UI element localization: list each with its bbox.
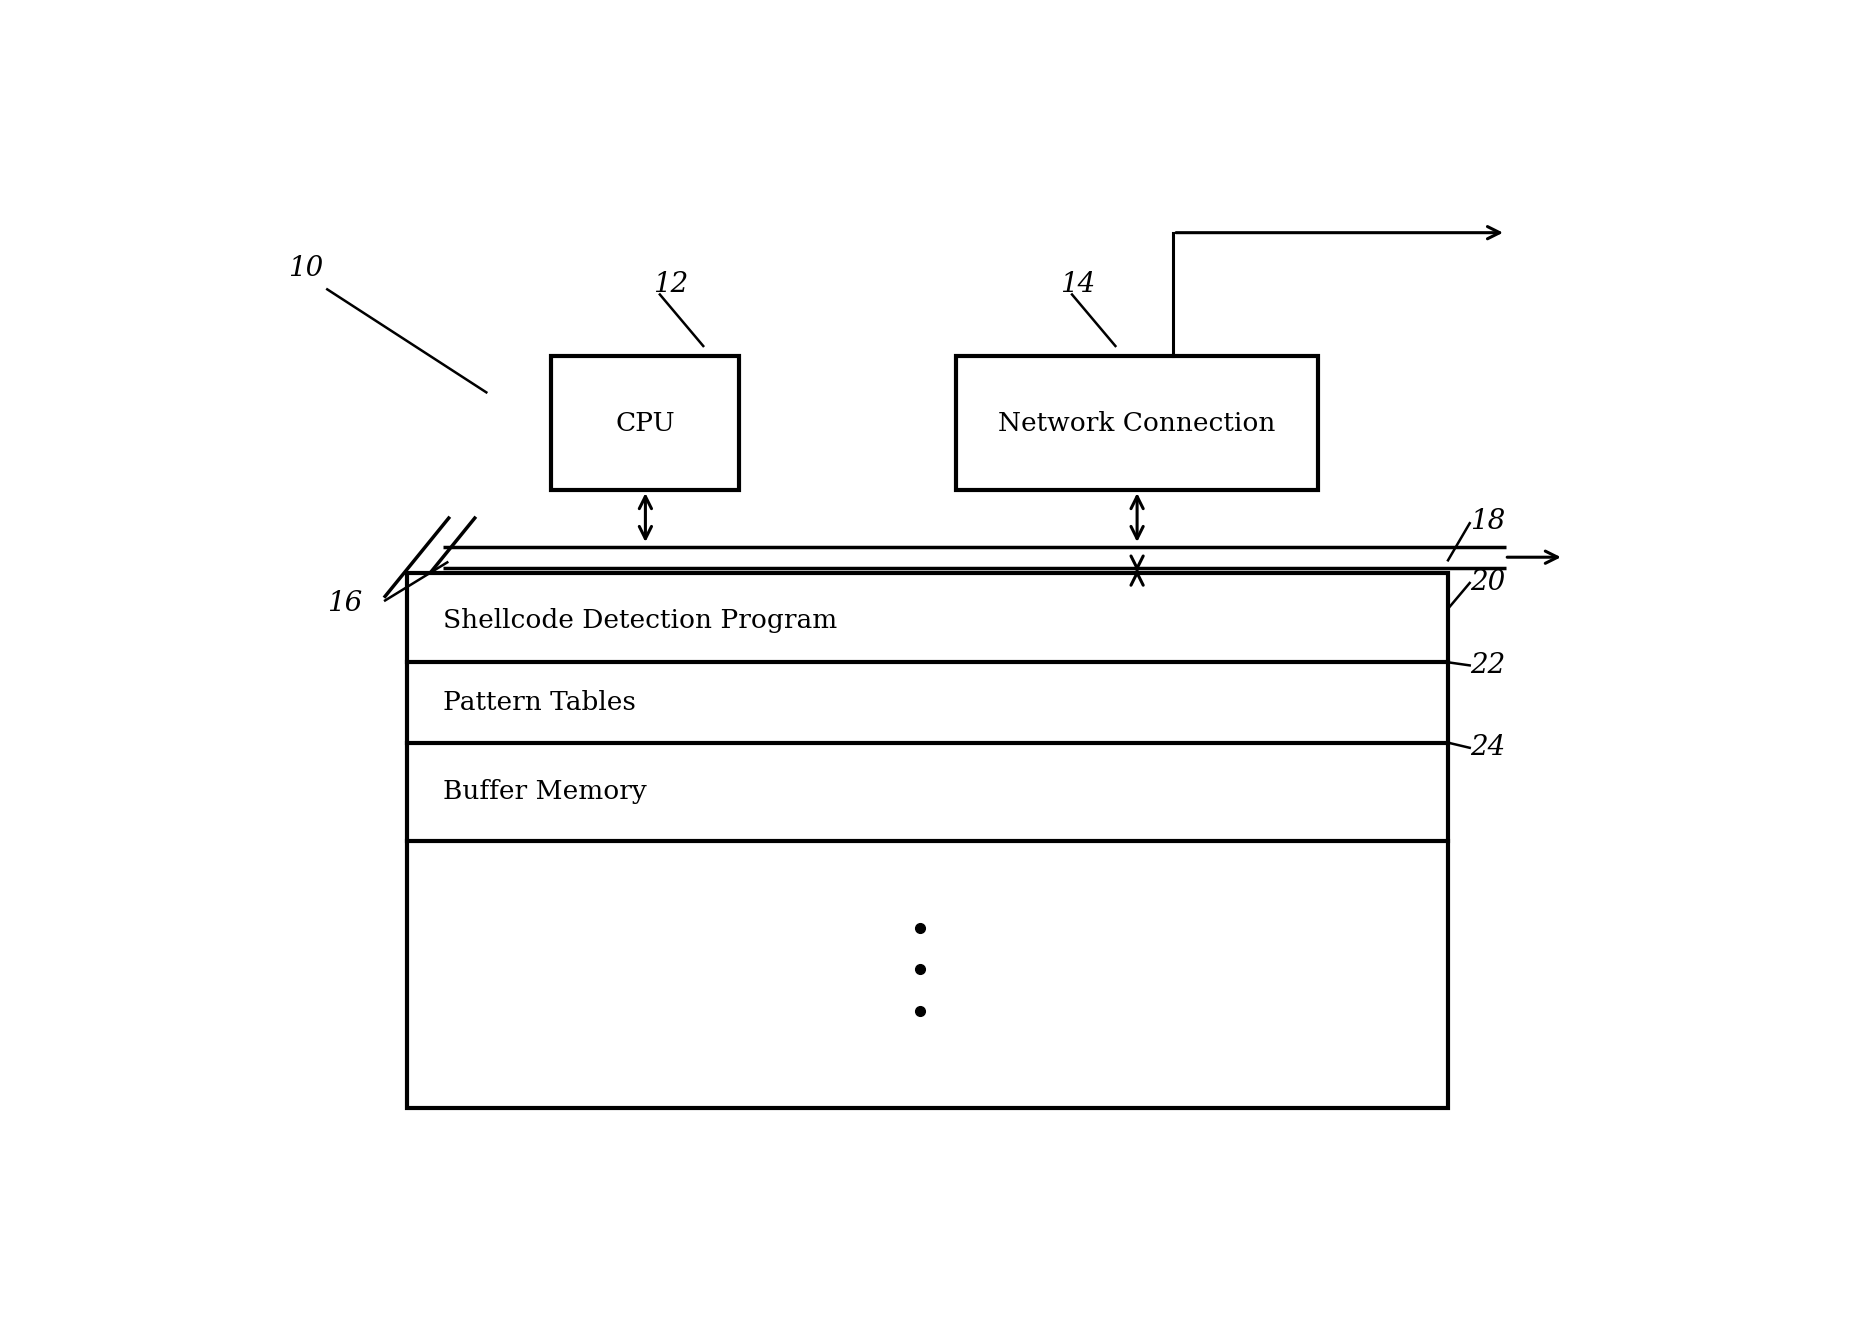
Text: Network Connection: Network Connection (998, 411, 1276, 436)
Text: 16: 16 (327, 590, 362, 617)
Text: 24: 24 (1470, 735, 1506, 761)
Bar (957, 356, 1317, 490)
Text: 12: 12 (653, 270, 689, 297)
Text: 22: 22 (1470, 652, 1506, 678)
Text: CPU: CPU (616, 411, 675, 436)
Text: 14: 14 (1060, 270, 1095, 297)
Text: Shellcode Detection Program: Shellcode Detection Program (442, 607, 838, 633)
Text: 20: 20 (1470, 570, 1506, 597)
Text: Pattern Tables: Pattern Tables (442, 690, 636, 714)
Bar (407, 573, 1448, 1108)
Text: Buffer Memory: Buffer Memory (442, 779, 648, 804)
Text: 18: 18 (1470, 507, 1506, 535)
Bar (552, 356, 739, 490)
Text: 10: 10 (287, 256, 323, 282)
